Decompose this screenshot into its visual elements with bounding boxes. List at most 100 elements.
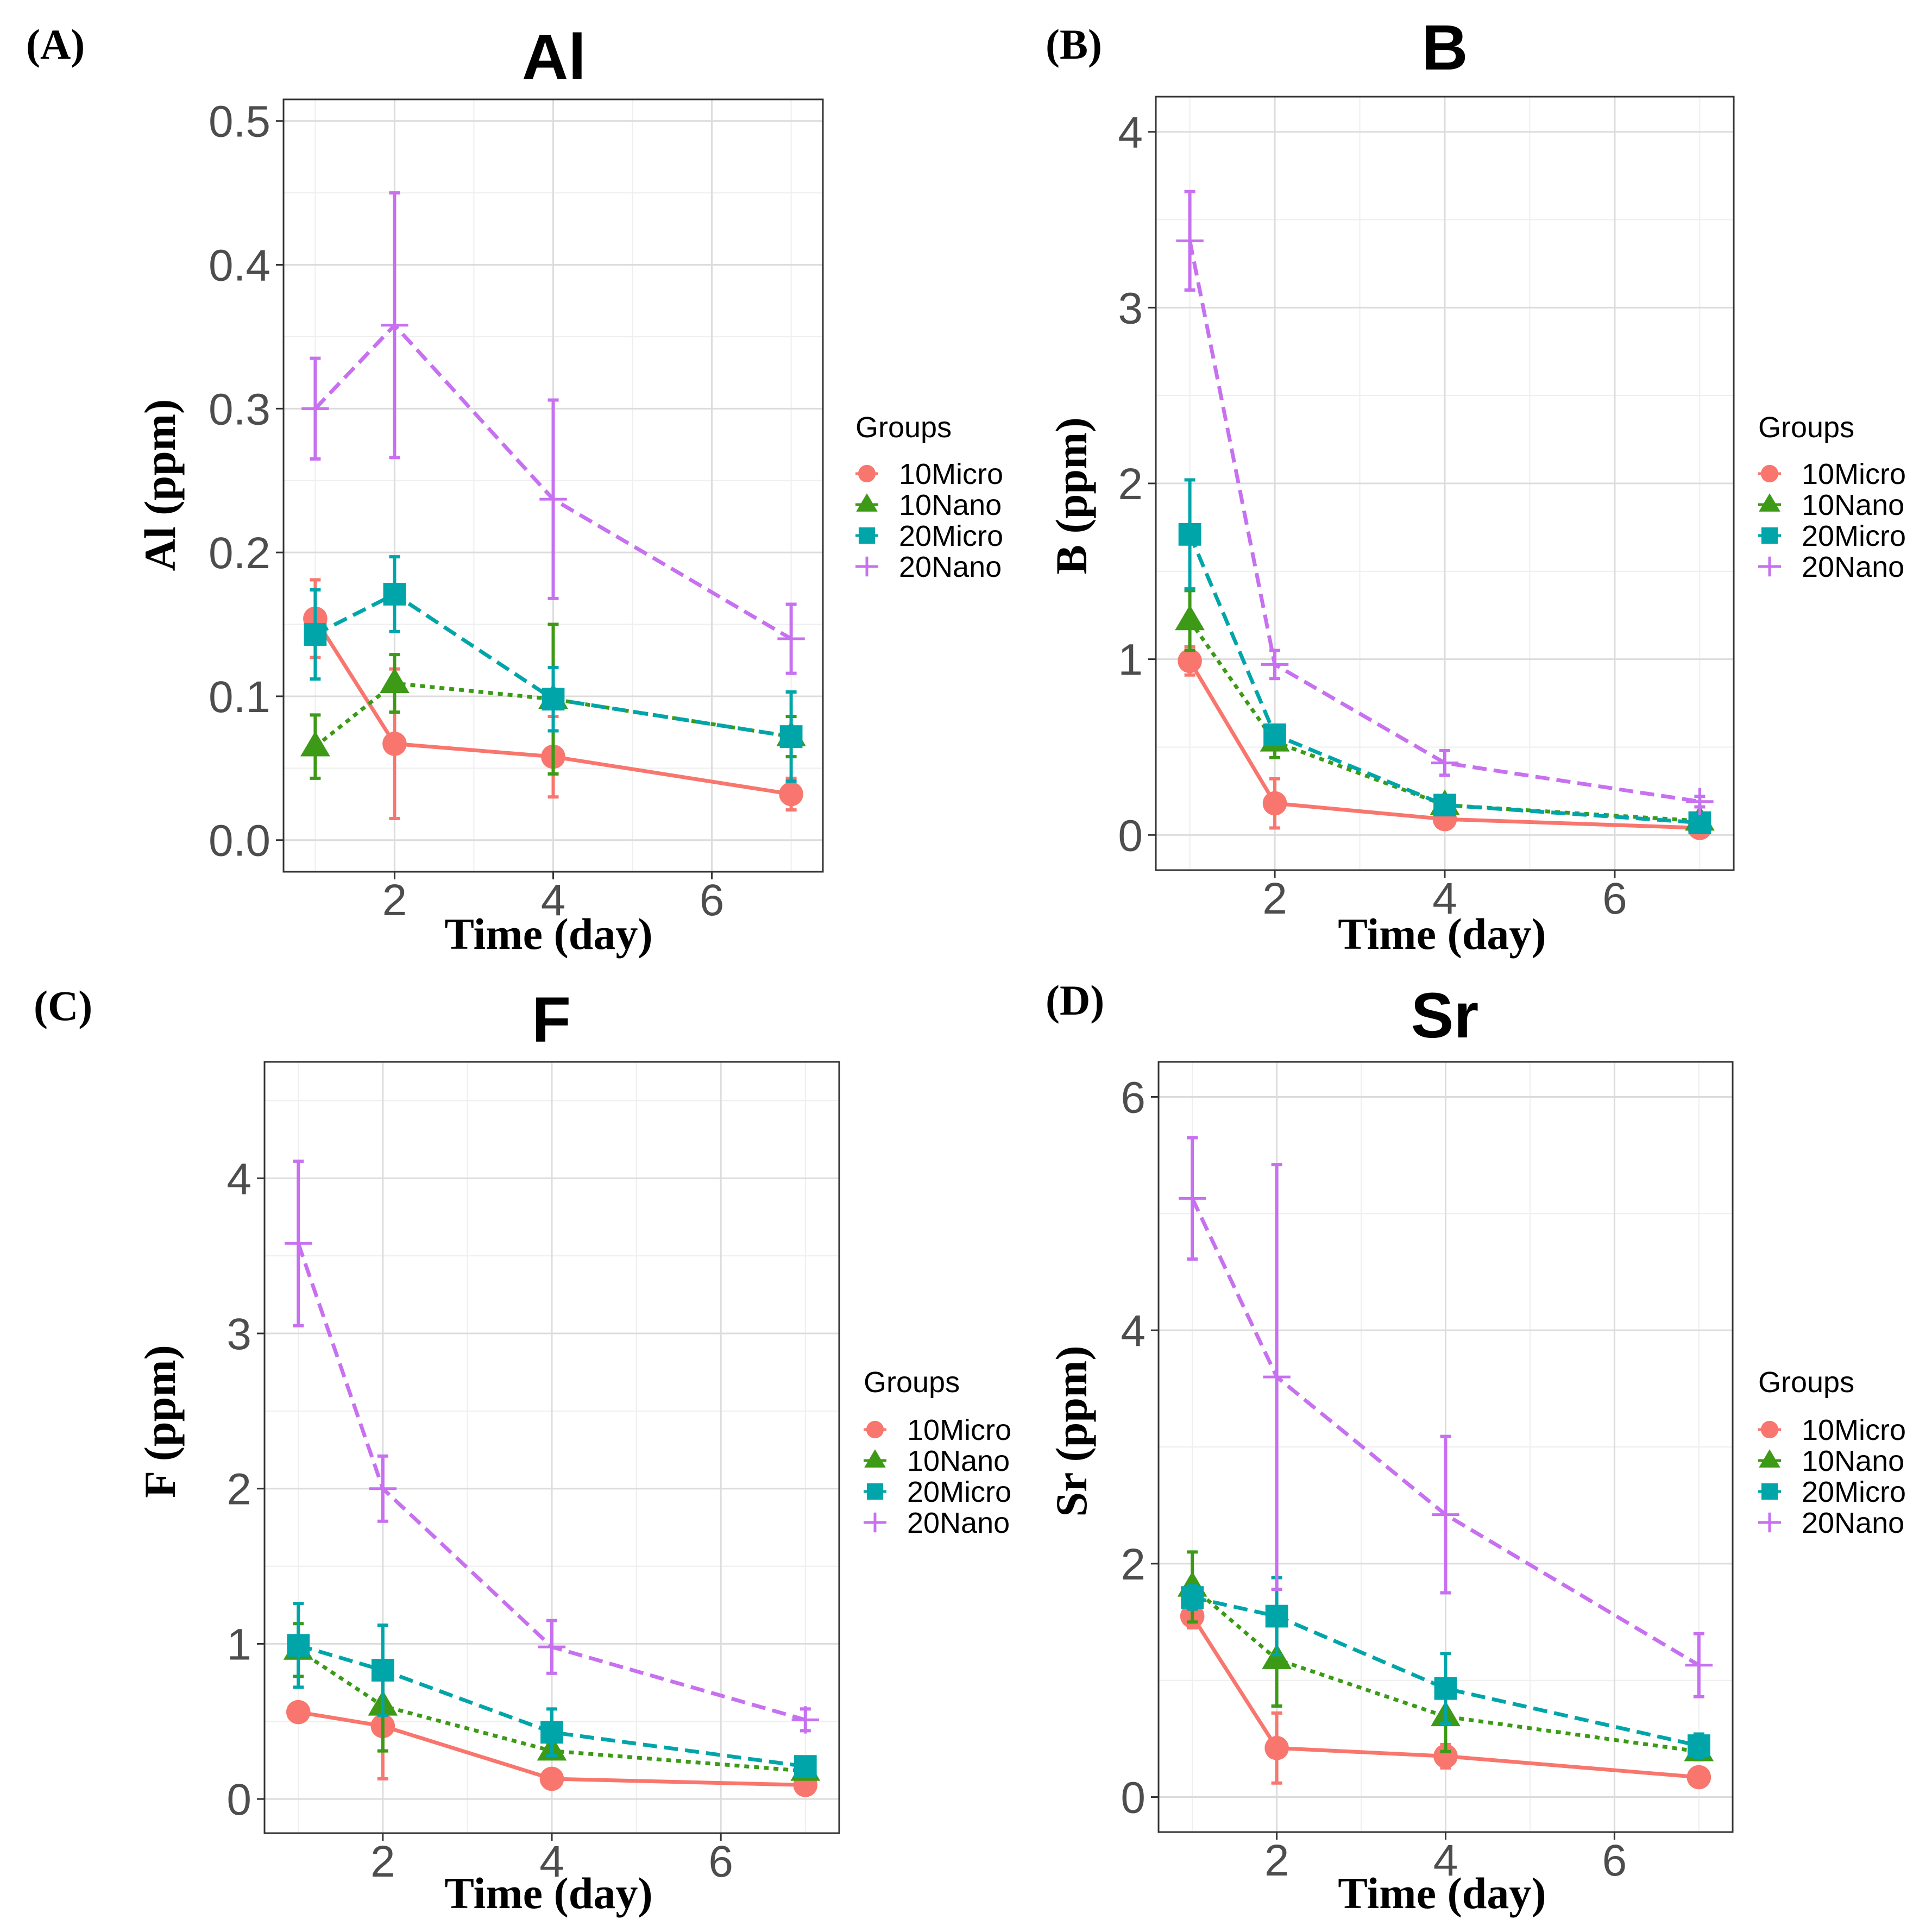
panel-b-letter: (B) [1046,21,1102,68]
data-point-10Micro [779,782,803,807]
series-10Micro [286,1671,818,1797]
panel-a-title: Al [522,21,586,93]
x-tick-label: 2 [370,1837,395,1886]
data-point-20Nano [777,625,805,653]
data-point-20Nano [369,1475,397,1502]
data-point-20Micro [371,1659,394,1682]
x-tick-label: 6 [700,876,725,925]
legend-label-20Micro: 20Micro [907,1476,1011,1508]
series-line-20Nano [1188,240,1700,804]
legend-label-20Nano: 20Nano [899,551,1002,583]
series-line-10Micro [1188,660,1700,830]
legend-key-marker-10Micro [1760,1420,1779,1439]
series-line-10Micro [1191,1615,1700,1779]
x-tick-label: 6 [1602,1836,1627,1885]
x-tick-label: 6 [708,1837,733,1886]
legend-label-10Nano: 10Nano [1802,1445,1904,1477]
data-point-20Nano [1685,1651,1713,1679]
data-point-10Micro [1262,791,1287,816]
legend-label-10Nano: 10Nano [899,489,1002,521]
legend-label-10Nano: 10Nano [907,1445,1010,1477]
y-tick-label: 0.5 [209,97,270,147]
data-point-20Micro [1265,1604,1288,1628]
y-tick-label: 4 [226,1154,251,1204]
series-line-20Micro [314,592,792,739]
x-tick-label: 2 [1264,1836,1289,1885]
x-tick-label: 2 [1262,874,1287,923]
data-point-20Nano [539,485,567,513]
series-line-10Nano [297,1648,806,1773]
data-point-10Nano [1262,1644,1292,1669]
series-line-10Nano [1188,619,1700,823]
series-line-20Nano [1191,1197,1700,1667]
series-line-20Micro [1192,1595,1700,1748]
legend-key-marker-10Nano [1759,493,1780,512]
data-point-20Nano [538,1633,566,1661]
data-point-20Micro [1434,1677,1457,1700]
panel-c-x-axis-title: Time (day) [444,1868,652,1918]
series-20Nano [301,191,805,675]
legend-label-10Micro: 10Micro [1802,458,1906,490]
data-point-10Micro [1178,649,1202,674]
y-tick-label: 1 [226,1620,251,1669]
legend-key-marker-20Micro [1761,527,1778,544]
legend-label-20Micro: 20Micro [1802,520,1906,552]
series-line-10Nano [314,681,792,748]
panel-b-legend-title: Groups [1758,411,1854,444]
x-tick-label: 6 [1602,874,1627,923]
x-tick-label: 4 [1433,1836,1458,1885]
data-point-10Micro [382,732,407,756]
legend-key-marker-10Nano [856,493,878,512]
data-point-20Nano [1686,788,1714,815]
panel-d-x-axis-title: Time (day) [1338,1868,1546,1918]
y-tick-label: 4 [1118,108,1143,158]
x-tick-label: 2 [382,876,407,925]
legend-label-10Micro: 10Micro [899,458,1003,490]
panel-a-letter: (A) [26,21,85,68]
legend-label-10Nano: 10Nano [1802,489,1904,521]
panel-d-letter: (D) [1046,977,1104,1024]
data-point-20Nano [1261,651,1289,678]
y-tick-label: 6 [1121,1073,1146,1122]
series-line-10Micro [313,618,792,796]
data-point-20Nano [791,1706,819,1734]
series-20Nano [1178,1136,1713,1698]
legend-key-marker-20Nano [1759,556,1780,577]
data-point-10Nano [300,731,330,757]
data-point-10Micro [1686,1765,1711,1790]
legend-label-20Micro: 20Micro [899,520,1003,552]
y-tick-label: 1 [1118,635,1143,685]
plot-frame [263,1061,840,1834]
panel-c-letter: (C) [34,982,92,1029]
panel-c-legend-title: Groups [864,1366,960,1399]
y-tick-label: 0.2 [209,528,270,578]
panel-a-x-axis-title: Time (day) [444,909,652,959]
y-tick-label: 4 [1121,1306,1146,1356]
data-point-20Micro [1687,1734,1710,1757]
panel-d: (D) Sr Sr (ppm) Time (day) 2 4 6 0 2 4 6 Group… [1046,977,1906,1918]
data-point-20Nano [301,395,329,423]
panel-b: (B) B B (ppm) Time (day) 2 4 6 0 1 2 3 4 Groups… [1046,12,1906,959]
data-point-20Micro [794,1755,817,1778]
data-point-20Nano [1432,1501,1459,1528]
legend-key-marker-10Nano [864,1449,886,1468]
data-point-10Nano [1175,605,1205,631]
data-point-10Micro [1433,1744,1458,1769]
legend-key-marker-10Micro [858,464,876,483]
data-point-20Micro [287,1634,310,1657]
y-tick-label: 0 [1121,1773,1146,1823]
panel-c-title: F [532,984,571,1056]
panel-c-plot-area: 2 4 6 0 1 2 3 4 [226,1061,840,1886]
data-point-20Micro [383,583,406,606]
panel-b-x-axis-title: Time (day) [1338,909,1546,959]
series-20Micro [287,1602,817,1778]
data-point-20Nano [1263,1363,1291,1391]
